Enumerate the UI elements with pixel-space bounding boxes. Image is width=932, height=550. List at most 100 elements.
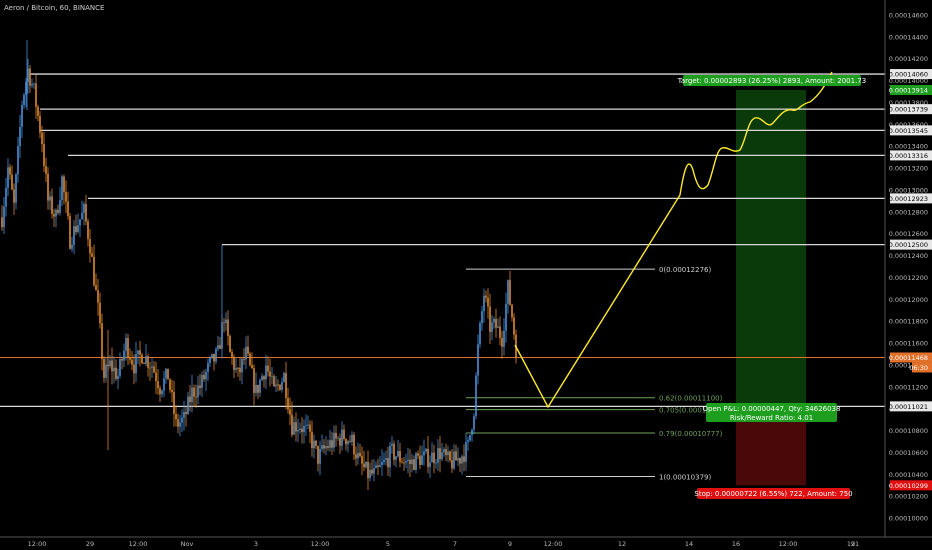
- candle-body: [43, 144, 45, 167]
- candle-body: [95, 285, 97, 291]
- candle-body: [495, 318, 497, 328]
- candle-body: [417, 453, 419, 456]
- time-axis-tick: 3: [254, 540, 258, 548]
- candle-body: [277, 384, 279, 386]
- candle-body: [57, 209, 59, 213]
- price-axis-tick: 0.00011400: [889, 361, 928, 369]
- candle-body: [241, 358, 243, 373]
- candle-body: [59, 200, 61, 213]
- candle-body: [121, 358, 123, 361]
- candle-body: [261, 376, 263, 381]
- price-axis-tick: 0.00013600: [889, 121, 928, 129]
- price-axis-tick: 0.00013000: [889, 186, 928, 194]
- candle-body: [389, 445, 391, 468]
- candle-body: [199, 385, 201, 388]
- candle-body: [173, 392, 175, 414]
- candle-body: [135, 354, 137, 374]
- candle-body: [55, 209, 57, 217]
- candle-body: [285, 373, 287, 398]
- candle-body: [125, 337, 127, 351]
- candle-body: [437, 448, 439, 463]
- candle-body: [265, 365, 267, 380]
- candle-body: [297, 429, 299, 432]
- candle-body: [1, 217, 3, 228]
- candle-body: [205, 371, 207, 380]
- candle-body: [127, 337, 129, 358]
- candle-body: [263, 376, 265, 380]
- candle-body: [77, 225, 79, 233]
- candle-body: [503, 330, 505, 347]
- candle-body: [451, 460, 453, 469]
- candle-body: [91, 253, 93, 257]
- candle-body: [311, 431, 313, 449]
- candle-body: [243, 358, 245, 360]
- fib-label: 0.62(0.00011100): [659, 395, 723, 403]
- candle-body: [183, 412, 185, 418]
- candle-body: [29, 68, 31, 86]
- candle-body: [345, 438, 347, 445]
- candle-body: [75, 226, 77, 233]
- time-axis-tick: 21: [851, 540, 859, 548]
- candle-body: [39, 115, 41, 133]
- candle-body: [37, 106, 39, 116]
- candle-body: [469, 434, 471, 441]
- time-axis-tick: 7: [453, 540, 457, 548]
- candle-body: [489, 306, 491, 332]
- candle-body: [457, 458, 459, 461]
- time-axis-tick: 14: [685, 540, 693, 548]
- candle-body: [179, 422, 181, 427]
- candle-body: [207, 362, 209, 372]
- time-axis-tick: 12: [618, 540, 626, 548]
- candle-body: [445, 449, 447, 456]
- candle-body: [463, 456, 465, 462]
- price-axis-tick: 0.00014400: [889, 33, 928, 41]
- candle-body: [395, 456, 397, 460]
- candle-body: [287, 397, 289, 410]
- candle-body: [269, 371, 271, 377]
- pnl-label: [706, 403, 837, 422]
- candle-body: [367, 461, 369, 479]
- time-axis-tick: 12:00: [311, 540, 330, 548]
- candle-body: [201, 375, 203, 388]
- price-axis-tick: 0.00011800: [889, 318, 928, 326]
- candle-body: [465, 441, 467, 462]
- candle-body: [403, 462, 405, 464]
- time-axis-tick: 29: [86, 540, 94, 548]
- candle-body: [419, 455, 421, 465]
- candle-body: [169, 379, 171, 390]
- candle-body: [283, 373, 285, 382]
- current-price-axis-tag: [890, 352, 932, 363]
- candle-body: [109, 360, 111, 367]
- candle-body: [483, 295, 485, 312]
- candle-body: [485, 295, 487, 298]
- candle-body: [271, 376, 273, 378]
- candle-body: [123, 350, 125, 361]
- candle-body: [257, 384, 259, 393]
- candle-body: [219, 345, 221, 349]
- candle-body: [435, 462, 437, 464]
- candle-body: [143, 363, 145, 364]
- time-axis-tick: 5: [386, 540, 390, 548]
- candle-body: [443, 449, 445, 453]
- candle-body: [371, 469, 373, 474]
- target-axis-tag-text: 0.00013914: [889, 87, 928, 95]
- candle-body: [481, 311, 483, 324]
- level-axis-tag-text: 0.00013739: [889, 106, 928, 114]
- projection-path[interactable]: [514, 71, 833, 409]
- candle-body: [231, 352, 233, 358]
- price-axis-tick: 0.00010600: [889, 449, 928, 457]
- candle-body: [23, 94, 25, 105]
- time-axis-tick: 12:00: [544, 540, 563, 548]
- candle-body: [471, 429, 473, 435]
- candle-body: [185, 412, 187, 414]
- candle-body: [433, 452, 435, 464]
- candle-body: [387, 458, 389, 468]
- time-axis-tick: 19: [847, 540, 855, 548]
- candle-body: [307, 424, 309, 426]
- candle-body: [325, 446, 327, 449]
- candle-body: [245, 346, 247, 360]
- candle-body: [453, 451, 455, 469]
- level-axis-tag: [890, 69, 932, 80]
- candle-body: [293, 422, 295, 435]
